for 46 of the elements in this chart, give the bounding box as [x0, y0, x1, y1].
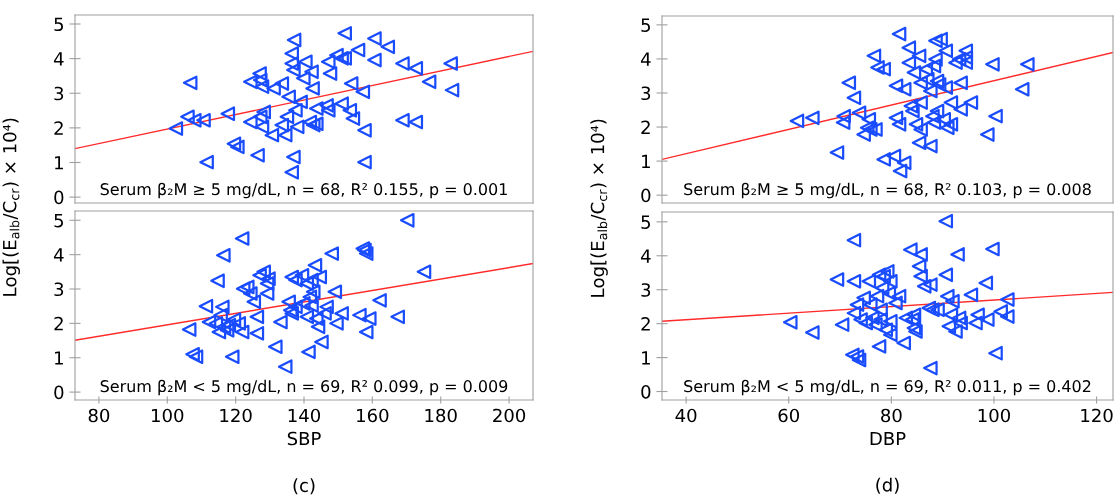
x-tick-label: 40	[675, 408, 697, 423]
x-tick-label: 120	[220, 408, 252, 423]
annotation: Serum β₂M ≥ 5 mg/dL, n = 68, R² 0.103, p = 0.008	[684, 182, 1091, 199]
y-tick-label: 0	[54, 385, 64, 400]
y-tick-label: 2	[641, 120, 650, 134]
y-tick-label: 4	[53, 248, 64, 262]
y-tick-label: 4	[640, 52, 651, 66]
y-tick-label: 2	[54, 121, 63, 135]
x-tick-label: 120	[1081, 408, 1113, 423]
x-tick-label: 80	[881, 408, 902, 423]
y-tick-label: 1	[642, 154, 650, 168]
y-tick-label: 4	[640, 249, 651, 263]
y-tick-label: 2	[54, 316, 63, 331]
annotation: Serum β₂M < 5 mg/dL, n = 69, R² 0.011, p = 0.402	[684, 379, 1091, 396]
y-tick-label: 5	[641, 18, 651, 32]
y-tick-label: 0	[54, 190, 64, 205]
x-tick-label: 140	[288, 408, 321, 423]
y-tick-label: 3	[54, 282, 64, 297]
y-tick-label: 5	[54, 213, 64, 228]
y-tick-label: 5	[54, 17, 64, 32]
x-tick-label: 200	[493, 408, 526, 423]
text: (d)	[876, 477, 899, 494]
x-tick-label: 100	[978, 408, 1010, 423]
x-axis-title: DBP	[870, 431, 906, 446]
y-tick-label: 3	[641, 283, 651, 297]
annotation: Serum β₂M < 5 mg/dL, n = 69, R² 0.099, p = 0.009	[100, 379, 508, 396]
y-tick-label: 0	[641, 188, 651, 203]
y-tick-label: 1	[642, 351, 650, 365]
x-tick-label: 160	[357, 408, 389, 423]
y-axis-title: Log[(E$_{alb}$/C$_{cr}$) × 10⁴)	[590, 119, 608, 297]
y-tick-label: 1	[55, 156, 63, 170]
y-tick-label: 0	[641, 384, 651, 399]
x-tick-label: 100	[152, 408, 184, 423]
y-tick-label: 3	[641, 86, 651, 101]
annotation: Serum β₂M ≥ 5 mg/dL, n = 68, R² 0.155, p = 0.001	[100, 182, 507, 199]
y-tick-label: 1	[55, 351, 63, 365]
y-tick-label: 3	[54, 86, 64, 101]
x-tick-label: 80	[88, 408, 110, 423]
text: (c)	[293, 478, 315, 495]
y-tick-label: 2	[641, 317, 650, 331]
x-tick-label: 60	[778, 408, 800, 423]
x-axis-title: SBP	[287, 431, 321, 446]
y-axis-title: Log[(E$_{alb}$/C$_{cr}$) × 10⁴)	[2, 118, 20, 296]
y-tick-label: 4	[53, 52, 64, 66]
x-tick-label: 180	[425, 408, 457, 423]
y-tick-label: 5	[641, 215, 651, 229]
